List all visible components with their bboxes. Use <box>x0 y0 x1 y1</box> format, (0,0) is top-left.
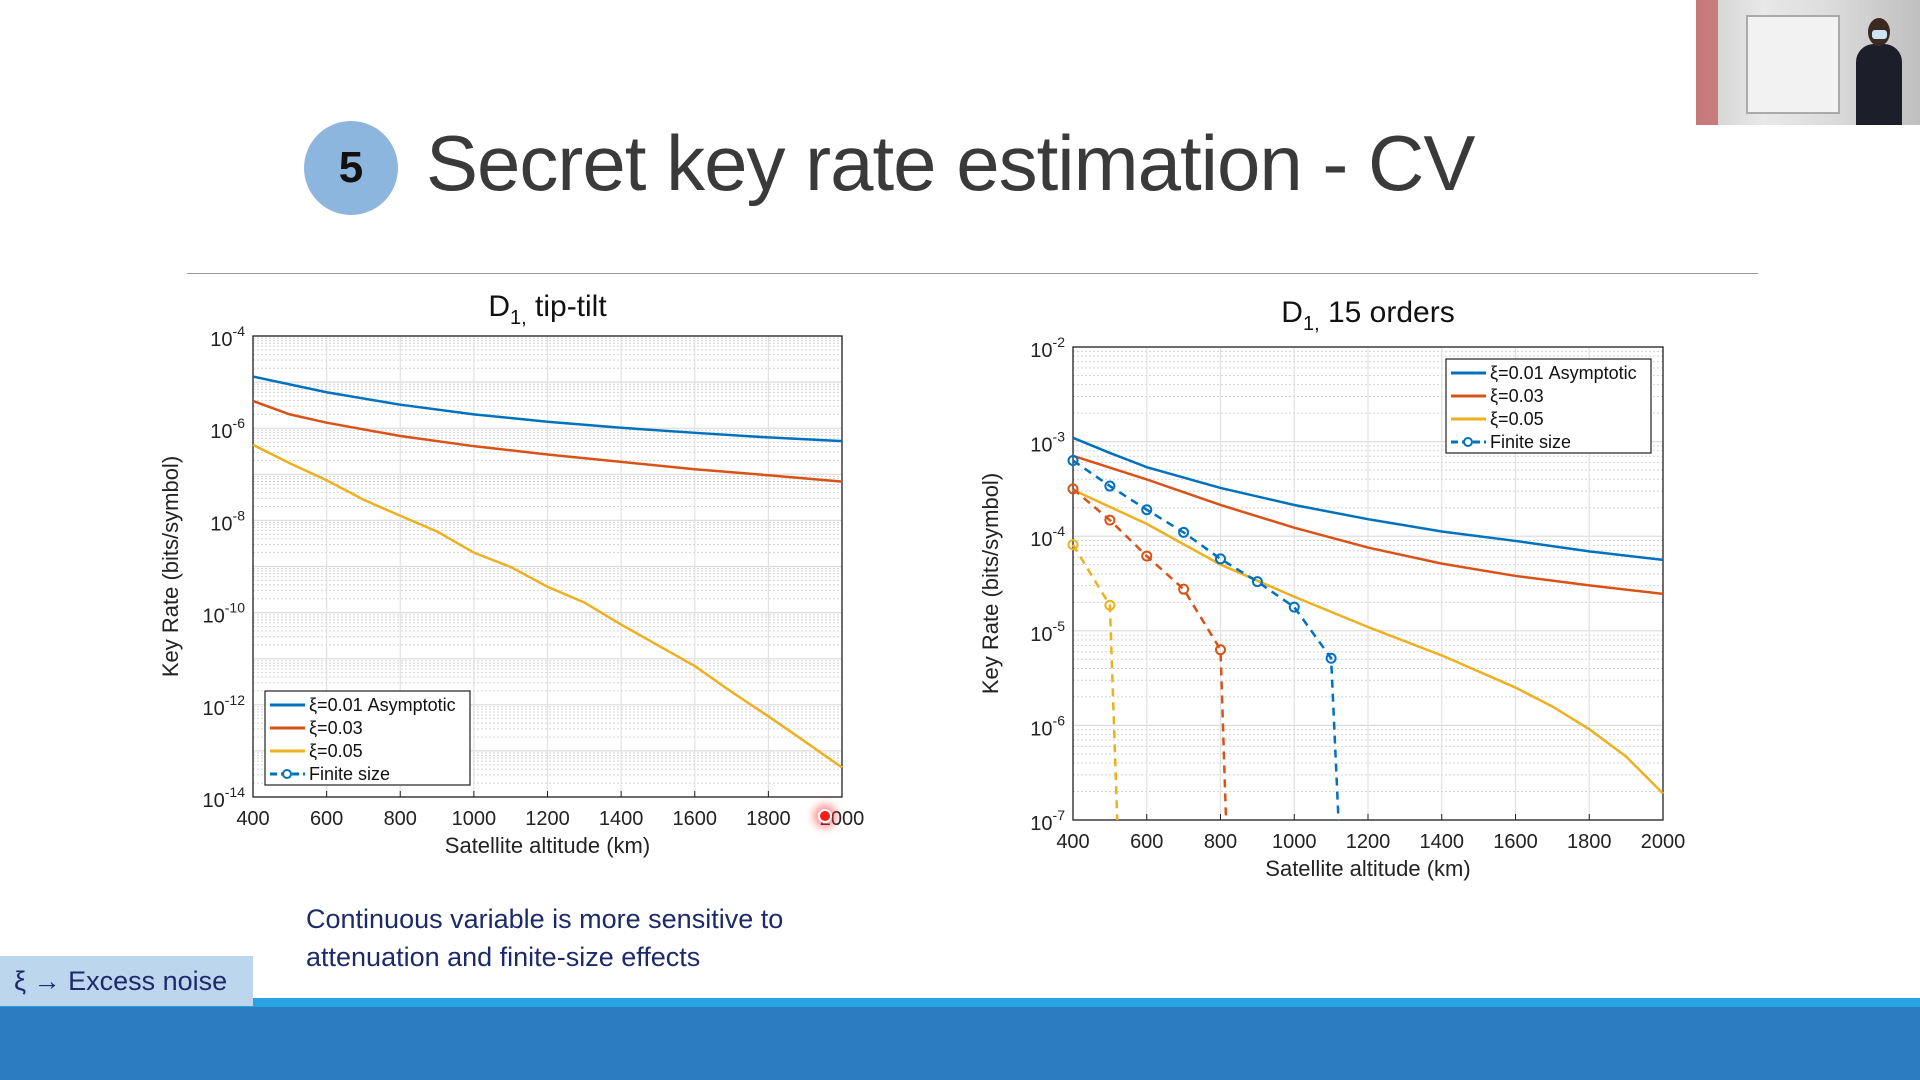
pointer-cursor-icon <box>818 809 832 823</box>
y-tick-label: 10-7 <box>1030 807 1065 835</box>
chart-title: D1, 15 orders <box>1281 296 1454 335</box>
y-tick-label: 10-6 <box>210 415 245 443</box>
legend-marker-icon <box>1463 437 1473 447</box>
slide-note: Continuous variable is more sensitive to… <box>306 900 783 976</box>
x-tick-label: 1800 <box>746 808 791 830</box>
slide-title: Secret key rate estimation - CV <box>426 119 1475 207</box>
x-tick-label: 1000 <box>1272 831 1317 853</box>
x-tick-label: 1400 <box>599 808 644 830</box>
legend: ξ=0.01 Asymptotic ξ=0.03 ξ=0.05 Finite size <box>264 690 471 786</box>
data-point-marker <box>1251 576 1263 588</box>
series-line <box>1072 487 1228 821</box>
data-point-marker <box>1178 526 1190 538</box>
data-point-marker <box>1178 583 1190 595</box>
y-tick-label: 10-3 <box>1030 429 1065 457</box>
data-point-marker <box>1104 599 1116 611</box>
legend-box <box>1445 358 1652 454</box>
data-point-marker <box>1288 601 1300 613</box>
chart-tip-tilt: 400 600 800 1000 1200 1400 1600 1800 200010-410-… <box>158 290 864 858</box>
x-tick-label: 600 <box>310 808 343 830</box>
presenter-body <box>1856 44 1902 125</box>
series-line <box>1072 459 1340 821</box>
x-tick-label: 1200 <box>1346 831 1391 853</box>
series-line <box>1071 544 1119 821</box>
y-axis-label: Key Rate (bits/symbol) <box>978 473 1003 694</box>
x-tick-label: 800 <box>384 808 417 830</box>
plot-frame <box>1072 346 1664 821</box>
data-point-marker <box>1141 550 1153 562</box>
footer-strip <box>0 998 1920 1007</box>
series-line <box>1072 436 1664 562</box>
legend-label: Finite size <box>309 764 390 784</box>
section-number-badge: 5 <box>304 121 398 215</box>
series-line <box>252 375 843 443</box>
y-tick-label: 10-5 <box>1030 618 1065 646</box>
x-tick-label: 2000 <box>1641 831 1686 853</box>
footer-bar <box>0 1007 1920 1080</box>
x-tick-label: 800 <box>1204 831 1237 853</box>
legend-label: Finite size <box>1490 432 1571 452</box>
data-point-marker <box>1067 455 1079 467</box>
chart-15-orders: 400 600 800 1000 1200 1400 1600 1800 2000 10-2 10-… <box>978 296 1686 881</box>
background-door <box>1696 0 1718 125</box>
series-line <box>1072 488 1664 795</box>
x-tick-label: 1600 <box>1493 831 1538 853</box>
y-tick-label: 10-2 <box>1030 334 1065 362</box>
legend-label: ξ=0.03 <box>1490 386 1544 406</box>
data-point-marker <box>1141 504 1153 516</box>
x-tick-label: 1200 <box>525 808 570 830</box>
data-point-marker <box>1067 483 1079 495</box>
data-point-marker <box>1067 539 1079 551</box>
legend-label: ξ=0.03 <box>309 718 363 738</box>
title-divider <box>187 273 1758 274</box>
presenter-mask <box>1872 30 1887 39</box>
x-tick-label: 1600 <box>673 808 718 830</box>
series-line <box>1072 454 1664 596</box>
x-tick-label: 1400 <box>1420 831 1465 853</box>
legend-marker-icon <box>282 769 292 779</box>
legend-label: ξ=0.01 Asymptotic <box>309 695 456 715</box>
x-tick-label: 1000 <box>452 808 497 830</box>
chart-title: D1, tip-tilt <box>488 290 607 329</box>
data-point-marker <box>1215 644 1226 656</box>
presenter-video-thumbnail <box>1696 0 1920 125</box>
y-tick-label: 10-4 <box>1030 523 1065 551</box>
y-tick-label: 10-14 <box>203 784 246 812</box>
y-tick-label: 10-6 <box>1030 712 1065 740</box>
y-axis-label: Key Rate (bits/symbol) <box>158 456 183 677</box>
note-line: attenuation and finite-size effects <box>306 942 701 972</box>
data-point-marker <box>1325 652 1337 664</box>
x-axis-label: Satellite altitude (km) <box>445 833 650 858</box>
legend-label: ξ=0.05 <box>1490 409 1544 429</box>
plot-frame <box>252 335 843 798</box>
legend: ξ=0.01 Asymptotic ξ=0.03 ξ=0.05 Finite size <box>1445 358 1652 454</box>
background-whiteboard <box>1746 15 1840 114</box>
x-tick-label: 400 <box>236 808 269 830</box>
x-axis-label: Satellite altitude (km) <box>1265 856 1470 881</box>
series-line <box>252 443 843 769</box>
legend-label: ξ=0.01 Asymptotic <box>1490 363 1637 383</box>
series-line <box>252 399 843 483</box>
legend-label: ξ=0.05 <box>309 741 363 761</box>
data-point-marker <box>1215 553 1226 565</box>
x-tick-label: 400 <box>1056 831 1089 853</box>
data-point-marker <box>1104 514 1116 526</box>
legend-box <box>264 690 471 786</box>
note-line: Continuous variable is more sensitive to <box>306 904 784 934</box>
y-tick-label: 10-12 <box>203 692 246 720</box>
excess-noise-label: ξ → Excess noise <box>0 956 253 1006</box>
y-tick-label: 10-8 <box>210 507 245 535</box>
y-tick-label: 10-10 <box>203 600 246 628</box>
data-point-marker <box>1104 480 1116 492</box>
y-tick-label: 10-4 <box>210 323 245 351</box>
x-tick-label: 600 <box>1130 831 1163 853</box>
x-tick-label: 1800 <box>1567 831 1612 853</box>
